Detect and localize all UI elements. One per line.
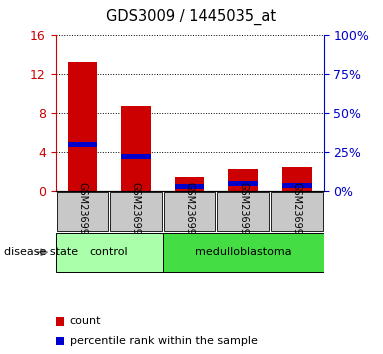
- Bar: [228, 169, 258, 191]
- Text: GSM236994: GSM236994: [77, 182, 87, 241]
- Text: control: control: [90, 247, 128, 257]
- Bar: [175, 177, 205, 191]
- Bar: [67, 62, 97, 191]
- Bar: [67, 142, 97, 147]
- Bar: [56, 317, 64, 326]
- FancyBboxPatch shape: [163, 233, 324, 272]
- Text: percentile rank within the sample: percentile rank within the sample: [70, 336, 258, 346]
- Bar: [175, 184, 205, 189]
- Text: GSM236996: GSM236996: [185, 182, 195, 241]
- FancyBboxPatch shape: [218, 192, 269, 232]
- Bar: [121, 154, 151, 159]
- Bar: [121, 107, 151, 191]
- Text: medulloblastoma: medulloblastoma: [195, 247, 291, 257]
- Text: GSM236995: GSM236995: [131, 182, 141, 241]
- Text: GSM236997: GSM236997: [238, 182, 248, 241]
- Bar: [282, 183, 312, 188]
- Text: count: count: [70, 316, 101, 326]
- Bar: [56, 337, 64, 345]
- Bar: [228, 181, 258, 186]
- FancyBboxPatch shape: [110, 192, 162, 232]
- FancyBboxPatch shape: [56, 233, 163, 272]
- FancyBboxPatch shape: [164, 192, 215, 232]
- Text: GSM236998: GSM236998: [292, 182, 302, 241]
- Text: GDS3009 / 1445035_at: GDS3009 / 1445035_at: [106, 9, 277, 25]
- Text: disease state: disease state: [4, 247, 78, 257]
- FancyBboxPatch shape: [271, 192, 322, 232]
- Bar: [282, 167, 312, 191]
- FancyBboxPatch shape: [57, 192, 108, 232]
